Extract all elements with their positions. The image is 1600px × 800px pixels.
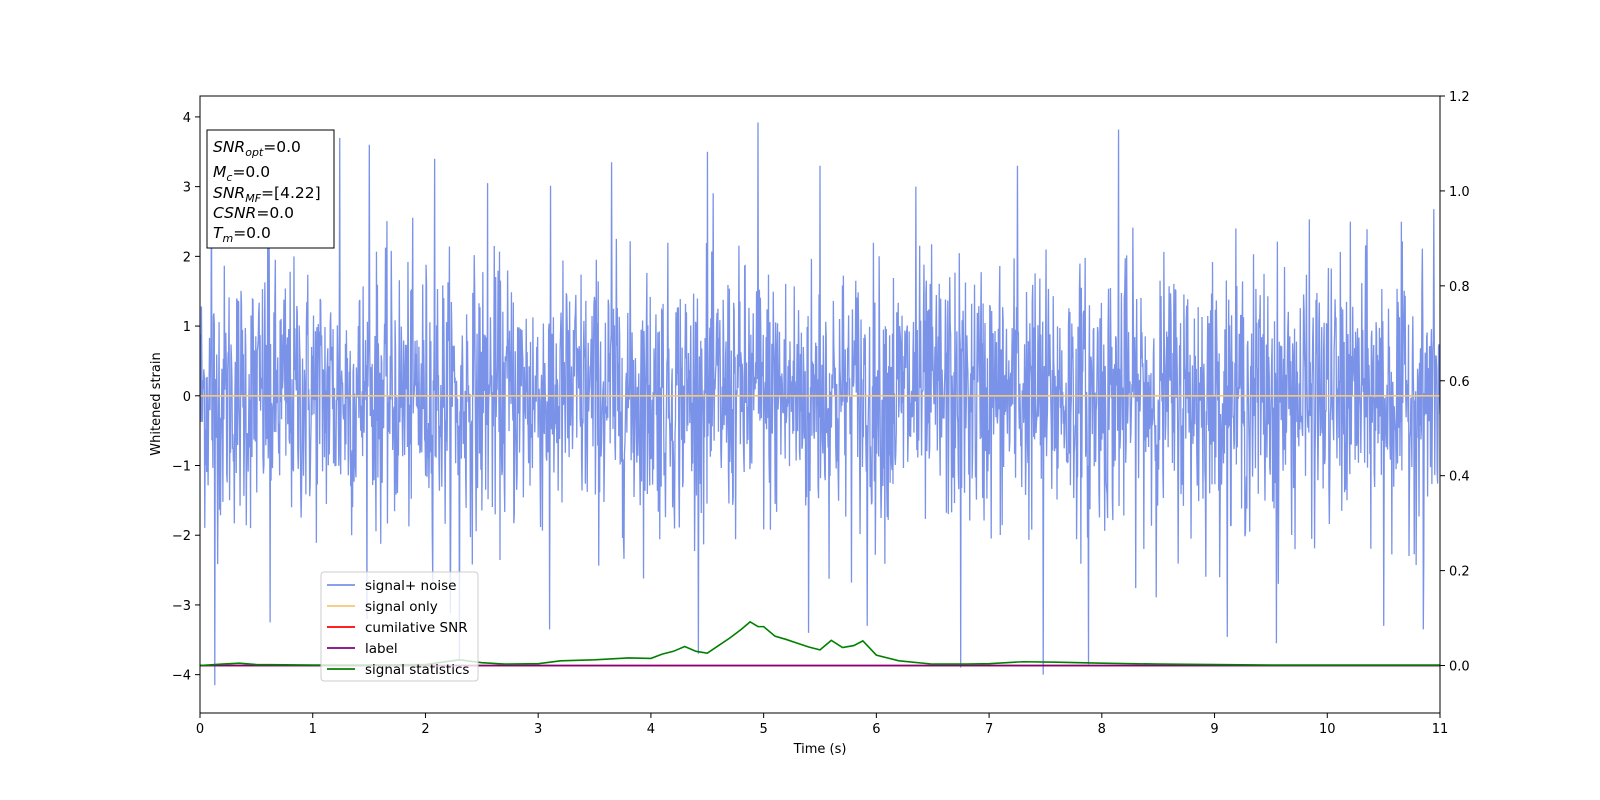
y-tick-label: −1	[172, 460, 191, 475]
info-row: CSNR=0.0	[213, 204, 294, 222]
y-tick-label: −4	[172, 669, 191, 684]
info-value: =[4.22]	[261, 184, 321, 202]
info-value: =0.0	[232, 163, 270, 181]
info-symbol: SNR	[213, 184, 245, 202]
x-tick-label: 9	[1210, 722, 1218, 737]
y-tick-label: 2	[183, 250, 191, 265]
x-tick-label: 7	[985, 722, 993, 737]
info-symbol: T	[213, 224, 224, 242]
info-symbol: SNR	[213, 138, 245, 156]
x-tick-label: 3	[534, 722, 542, 737]
y2-tick-label: 0.4	[1449, 470, 1470, 485]
y-tick-label: −2	[172, 529, 191, 544]
x-tick-label: 11	[1432, 722, 1449, 737]
x-axis: 0 1 2 3 4 5 6 7 8 9 10 11	[196, 713, 1448, 737]
legend-label: signal only	[365, 599, 438, 615]
info-box-frame	[206, 129, 335, 249]
y-tick-label: −3	[172, 599, 191, 614]
info-subscript: opt	[245, 146, 264, 159]
info-subscript: MF	[245, 192, 261, 205]
y2-tick-label: 1.0	[1449, 185, 1470, 200]
info-symbol: CSNR	[213, 204, 256, 222]
y-tick-label: 3	[183, 181, 191, 196]
x-tick-label: 8	[1098, 722, 1106, 737]
y-tick-label: 0	[183, 390, 191, 405]
info-row: Tm=0.0	[213, 224, 271, 245]
info-symbol: M	[213, 163, 226, 181]
y2-tick-label: 0.6	[1449, 375, 1470, 390]
info-value: =0.0	[263, 138, 301, 156]
y-axis-left: −4 −3 −2 −1 0 1 2 3 4	[172, 111, 200, 684]
x-tick-label: 1	[309, 722, 317, 737]
x-axis-label: Time (s)	[793, 742, 847, 757]
y2-tick-label: 0.8	[1449, 280, 1470, 295]
legend-label: cumilative SNR	[365, 620, 468, 636]
legend-label: label	[365, 641, 398, 657]
info-row: SNRopt=0.0	[213, 138, 301, 159]
y-tick-label: 1	[183, 320, 191, 335]
x-tick-label: 2	[421, 722, 429, 737]
x-tick-label: 5	[759, 722, 767, 737]
x-tick-label: 10	[1319, 722, 1336, 737]
y-tick-label: 4	[183, 111, 191, 126]
info-subscript: m	[222, 232, 233, 245]
y2-tick-label: 1.2	[1449, 90, 1470, 105]
y2-tick-label: 0.2	[1449, 565, 1470, 580]
legend-label: signal+ noise	[365, 578, 456, 594]
series-line-signal-noise	[200, 122, 1440, 686]
info-subscript: c	[226, 171, 232, 184]
series-line-4	[200, 620, 1440, 667]
y2-tick-label: 0.0	[1449, 660, 1470, 675]
info-row: Mc=0.0	[213, 163, 270, 184]
x-tick-label: 0	[196, 722, 204, 737]
y-axis-right: 0.0 0.2 0.4 0.6 0.8 1.0 1.2	[1440, 90, 1470, 675]
info-row: SNRMF=[4.22]	[213, 184, 321, 205]
info-value: =0.0	[256, 204, 294, 222]
legend: signal+ noise signal only cumilative SNR la…	[320, 571, 479, 682]
legend-label: signal statistics	[365, 662, 469, 678]
info-value: =0.0	[233, 224, 271, 242]
plot-frame	[199, 95, 1441, 714]
legend-frame	[320, 571, 479, 682]
y-axis-label: Whitened strain	[149, 352, 164, 455]
info-box: SNRopt=0.0Mc=0.0SNRMF=[4.22]CSNR=0.0Tm=0…	[206, 129, 335, 249]
x-tick-label: 4	[647, 722, 655, 737]
x-tick-label: 6	[872, 722, 880, 737]
